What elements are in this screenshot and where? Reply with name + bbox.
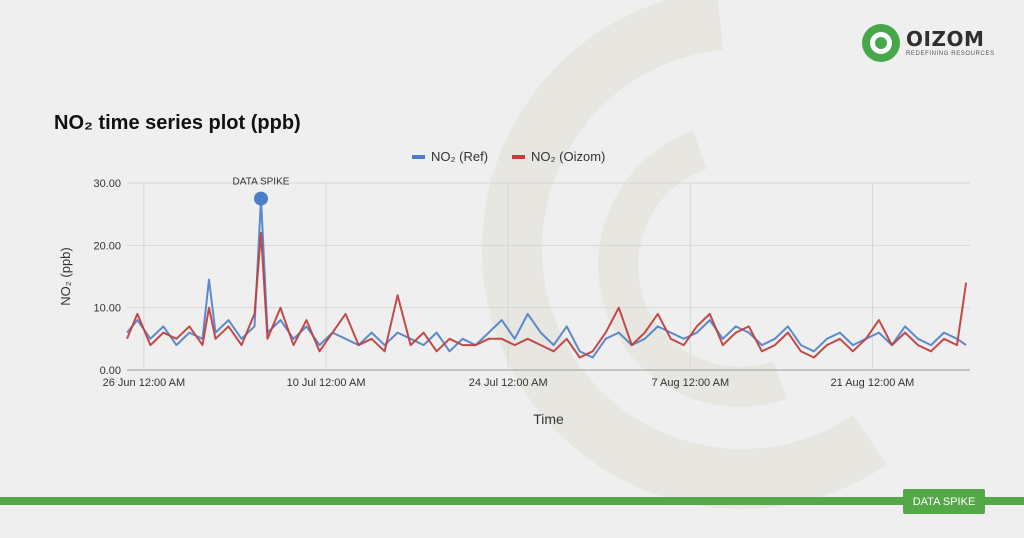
y-tick-label: 30.00 [93, 178, 121, 190]
spike-marker [253, 191, 268, 206]
legend-ref-label: NO₂ (Ref) [431, 149, 488, 164]
y-tick-label: 10.00 [93, 303, 121, 315]
x-tick-label: 7 Aug 12:00 AM [651, 377, 729, 389]
footer-bar [0, 497, 1024, 505]
series-oizom-line [126, 231, 968, 359]
x-axis-label: Time [533, 411, 564, 427]
x-tick-label: 24 Jul 12:00 AM [469, 377, 548, 389]
y-tick-label: 20.00 [93, 240, 121, 252]
oizom-logo-icon [862, 24, 900, 62]
legend-oizom-label: NO₂ (Oizom) [531, 149, 605, 164]
brand-name: OIZOM [906, 27, 985, 51]
x-tick-label: 10 Jul 12:00 AM [287, 377, 366, 389]
y-axis-label: NO₂ (ppb) [58, 247, 73, 306]
chart-title: NO₂ time series plot (ppb) [54, 112, 301, 134]
x-tick-label: 21 Aug 12:00 AM [831, 377, 915, 389]
x-tick-label: 26 Jun 12:00 AM [103, 377, 186, 389]
series-ref-line [126, 197, 967, 359]
brand-logo: OIZOM REDEFINING RESOURCES [862, 24, 995, 62]
y-tick-label: 0.00 [100, 365, 121, 377]
brand-tagline: REDEFINING RESOURCES [906, 51, 995, 57]
footer-badge: DATA SPIKE [903, 489, 985, 514]
spike-annotation-label: DATA SPIKE [233, 177, 290, 188]
